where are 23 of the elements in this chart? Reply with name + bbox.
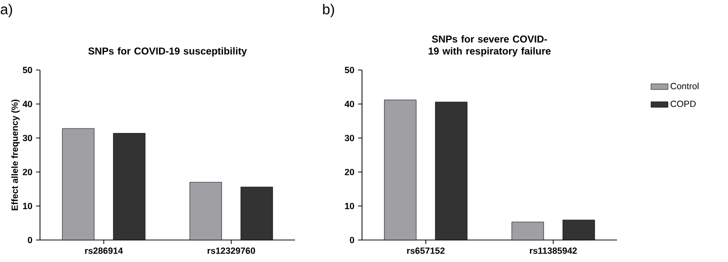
y-tick-label: 0 [350, 236, 354, 244]
x-tick-label: rs12329760 [208, 248, 256, 254]
y-tick-label: 50 [22, 66, 32, 74]
text: a) [0, 4, 12, 18]
y-tick-label: 10 [345, 202, 354, 210]
chart-title: SNPs for COVID-19 susceptibility [88, 47, 247, 56]
legend-label: COPD [670, 100, 696, 108]
x-tick-label: rs657152 [407, 248, 445, 254]
y-tick-label: 10 [23, 202, 32, 210]
chart-title: SNPs for severe COVID-19 with respiratory failure [428, 35, 551, 56]
text: b) [323, 4, 334, 18]
y-axis-title: Effect allele frequency (%) [11, 100, 20, 210]
legend-label: Control [670, 82, 698, 90]
x-tick-label: rs11385942 [530, 248, 577, 254]
x-tick-label: rs286914 [85, 248, 123, 254]
y-tick-label: 40 [22, 100, 32, 108]
y-tick-label: 50 [344, 66, 354, 74]
y-tick-label: 20 [22, 168, 32, 176]
y-tick-label: 30 [344, 134, 354, 142]
y-tick-label: 0 [28, 236, 32, 244]
y-tick-label: 20 [344, 168, 354, 176]
y-tick-label: 30 [22, 134, 32, 142]
y-tick-label: 40 [344, 100, 354, 108]
